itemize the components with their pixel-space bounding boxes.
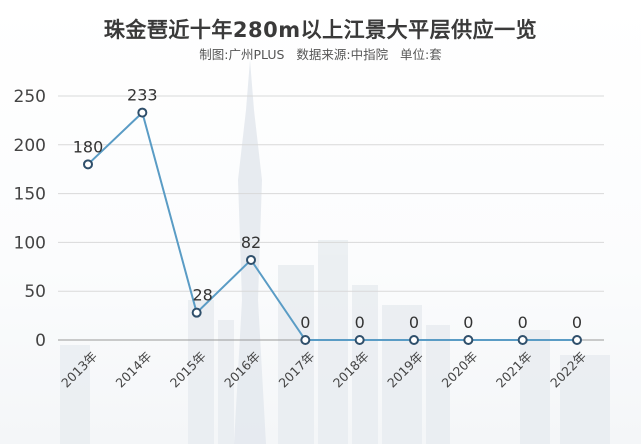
data-label: 0 [300, 313, 310, 332]
data-point [354, 335, 365, 345]
x-axis-ticks: 2013年 2014年 2015年 2016年 2017年 2018年 2019年 2020年… [58, 349, 589, 391]
data-label: 0 [518, 313, 528, 332]
chart-title: 珠金琶近十年280m以上江景大平层供应一览 [103, 18, 538, 42]
x-tick-label: 2020年 [439, 349, 481, 391]
y-tick-label: 0 [35, 331, 46, 351]
data-label: 0 [572, 313, 582, 332]
y-tick-label: 50 [24, 282, 46, 302]
x-tick-label: 2018年 [330, 349, 372, 391]
data-point [517, 335, 528, 345]
data-label: 28 [192, 286, 212, 305]
y-axis-ticks: 0 50 100 150 200 250 [14, 87, 46, 351]
data-point [463, 335, 474, 345]
data-point [409, 335, 419, 345]
series-line [87, 110, 577, 341]
x-tick-label: 2019年 [384, 349, 426, 391]
x-tick-label: 2016年 [221, 349, 263, 391]
gridlines [58, 95, 604, 341]
data-point [572, 335, 582, 345]
y-tick-label: 200 [14, 136, 46, 156]
data-point [191, 307, 202, 318]
data-label: 0 [409, 313, 419, 332]
data-label: 0 [463, 313, 473, 332]
data-point [300, 335, 311, 345]
x-tick-label: 2017年 [276, 349, 318, 391]
x-tick-label: 2014年 [113, 349, 155, 391]
x-tick-label: 2015年 [167, 349, 209, 391]
data-point [83, 159, 93, 170]
y-tick-label: 250 [14, 87, 46, 107]
chart-subtitle: 制图:广州PLUS 数据来源:中指院 单位:套 [199, 47, 442, 62]
data-label: 82 [241, 233, 261, 252]
data-point [137, 107, 148, 118]
series-layer [83, 107, 582, 345]
data-label: 0 [355, 313, 365, 332]
data-point [246, 254, 256, 265]
x-tick-label: 2021年 [493, 349, 535, 391]
y-tick-label: 100 [14, 233, 46, 253]
data-labels: 180 233 28 82 0 0 0 0 0 0 [73, 86, 582, 332]
data-label: 180 [73, 137, 104, 156]
x-tick-label: 2013年 [58, 349, 100, 391]
data-label: 233 [127, 86, 158, 105]
x-tick-label: 2022年 [547, 349, 589, 391]
y-tick-label: 150 [14, 185, 46, 205]
